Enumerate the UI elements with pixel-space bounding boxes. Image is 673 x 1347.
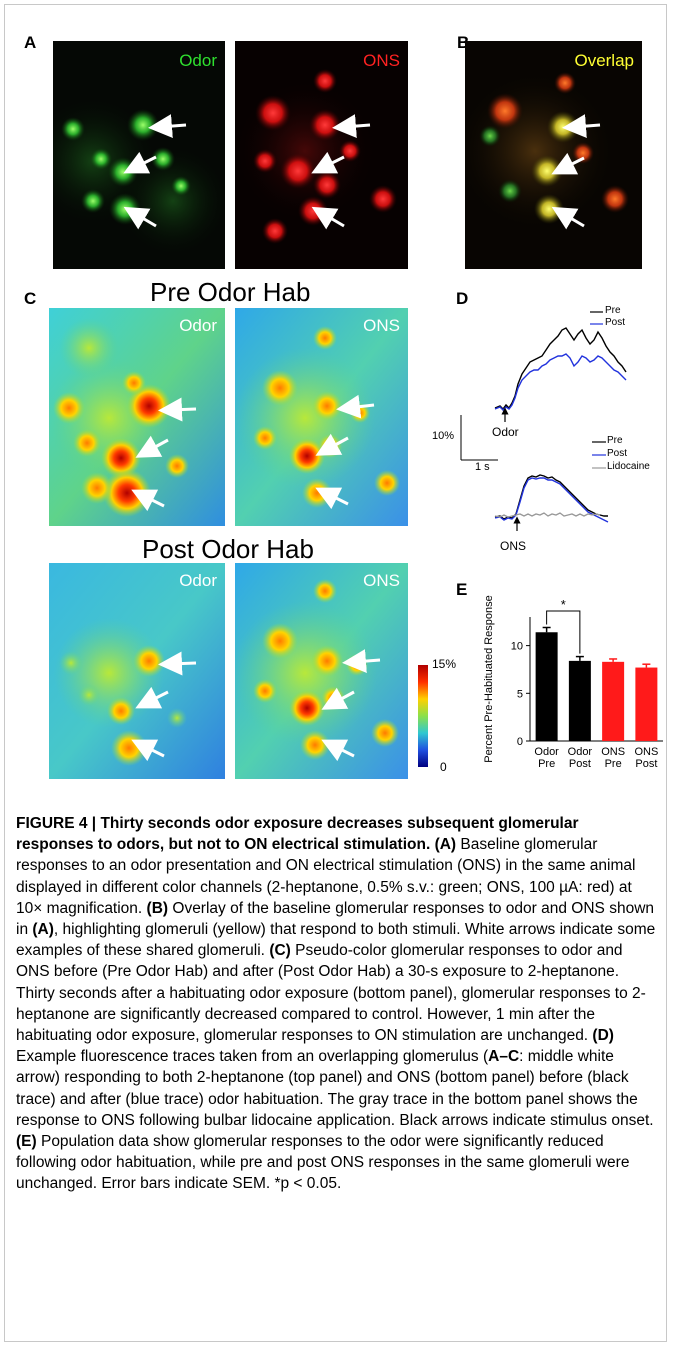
caption-ref: (A) bbox=[32, 921, 54, 939]
scale-y-label: 10% bbox=[432, 430, 455, 442]
post-odor-channel-label: Odor bbox=[179, 571, 217, 590]
bar-ons-pre bbox=[602, 661, 625, 741]
post-ons-channel-label: ONS bbox=[363, 571, 400, 590]
panel-label-d: D bbox=[456, 289, 469, 308]
bar-odor-post bbox=[568, 660, 591, 741]
x-tick-label: Odor bbox=[568, 746, 593, 758]
pre-odor-channel-label: Odor bbox=[179, 316, 217, 335]
scale-x-label: 1 s bbox=[475, 461, 490, 473]
caption-ref: A–C bbox=[488, 1048, 520, 1066]
caption-text: Population data show glomerular response… bbox=[16, 1133, 630, 1193]
caption-ref: (B) bbox=[146, 899, 169, 917]
ons-pre-trace bbox=[494, 474, 608, 520]
panel-label-a: A bbox=[24, 33, 37, 52]
overlap-channel-label: Overlap bbox=[574, 51, 634, 70]
bar-odor-pre bbox=[535, 632, 558, 741]
caption-body: (A) Baseline glomerular responses to an … bbox=[16, 836, 655, 1192]
ons-post-trace bbox=[494, 477, 609, 523]
ons-lidocaine-trace bbox=[494, 512, 601, 518]
bottom-legend-lidocaine: Lidocaine bbox=[607, 461, 650, 472]
panel-label-e: E bbox=[456, 580, 468, 599]
ons-channel-label: ONS bbox=[363, 51, 400, 70]
figure-frame bbox=[4, 4, 667, 1342]
pre-ons-pseudocolor: ONS bbox=[235, 308, 408, 526]
odor-pre-trace bbox=[494, 327, 627, 411]
x-tick-label: Post bbox=[635, 758, 657, 770]
top-legend-pre: Pre bbox=[605, 305, 621, 316]
x-tick-label: ONS bbox=[634, 746, 658, 758]
bar-ons-post bbox=[635, 667, 658, 741]
caption-figure-label: FIGURE 4 | bbox=[16, 815, 101, 832]
odor-post-trace bbox=[494, 353, 627, 411]
x-tick-label: Pre bbox=[605, 758, 622, 770]
odor-channel-label: Odor bbox=[179, 51, 217, 70]
top-legend-post: Post bbox=[605, 317, 626, 328]
caption-text: : middle white arrow) responding to both… bbox=[16, 1048, 654, 1129]
colorbar-max-label: 15% bbox=[432, 657, 457, 671]
ons-stimulus-label: ONS bbox=[500, 539, 527, 553]
colorbar bbox=[418, 665, 428, 767]
post-odor-hab-heading: Post Odor Hab bbox=[142, 534, 314, 564]
x-tick-label: ONS bbox=[601, 746, 625, 758]
bottom-legend-pre: Pre bbox=[607, 435, 623, 446]
y-tick-label: 0 bbox=[517, 736, 523, 748]
y-tick-label: 5 bbox=[517, 688, 523, 700]
odor-stimulus-label: Odor bbox=[492, 425, 519, 439]
significance-label: * bbox=[561, 597, 566, 612]
y-tick-label: 10 bbox=[511, 641, 523, 653]
x-tick-label: Pre bbox=[538, 758, 555, 770]
caption-text: Overlay of the baseline glomerular respo… bbox=[16, 899, 655, 939]
panel-c-arrows bbox=[131, 394, 381, 762]
caption-ref: (D) bbox=[592, 1027, 614, 1045]
panel-ab-arrows bbox=[123, 114, 601, 230]
y-axis-label: Percent Pre-Habituated Response bbox=[483, 595, 495, 763]
caption-title: Thirty seconds odor exposure decreases s… bbox=[16, 815, 579, 854]
caption-text: , highlighting glomeruli (yellow) that r… bbox=[16, 921, 656, 960]
caption-text: Baseline glomerular responses to an odor… bbox=[16, 836, 636, 917]
figure-caption: FIGURE 4 | Thirty seconds odor exposure … bbox=[16, 813, 656, 1195]
caption-ref: (E) bbox=[16, 1133, 37, 1151]
bottom-legend-post: Post bbox=[607, 448, 628, 459]
pre-odor-hab-heading: Pre Odor Hab bbox=[150, 277, 311, 307]
colorbar-min-label: 0 bbox=[440, 760, 447, 774]
x-tick-label: Odor bbox=[534, 746, 559, 758]
caption-ref: (A) bbox=[434, 836, 457, 854]
caption-text: Pseudo-color glomerular responses to odo… bbox=[16, 942, 646, 1045]
caption-ref: (C) bbox=[269, 942, 291, 960]
caption-text: Example fluorescence traces taken from a… bbox=[16, 1048, 489, 1066]
x-tick-label: Post bbox=[569, 758, 591, 770]
panel-d-traces bbox=[460, 311, 627, 531]
significance-bracket bbox=[546, 610, 581, 654]
panel-label-c: C bbox=[24, 289, 37, 308]
pre-ons-channel-label: ONS bbox=[363, 316, 400, 335]
